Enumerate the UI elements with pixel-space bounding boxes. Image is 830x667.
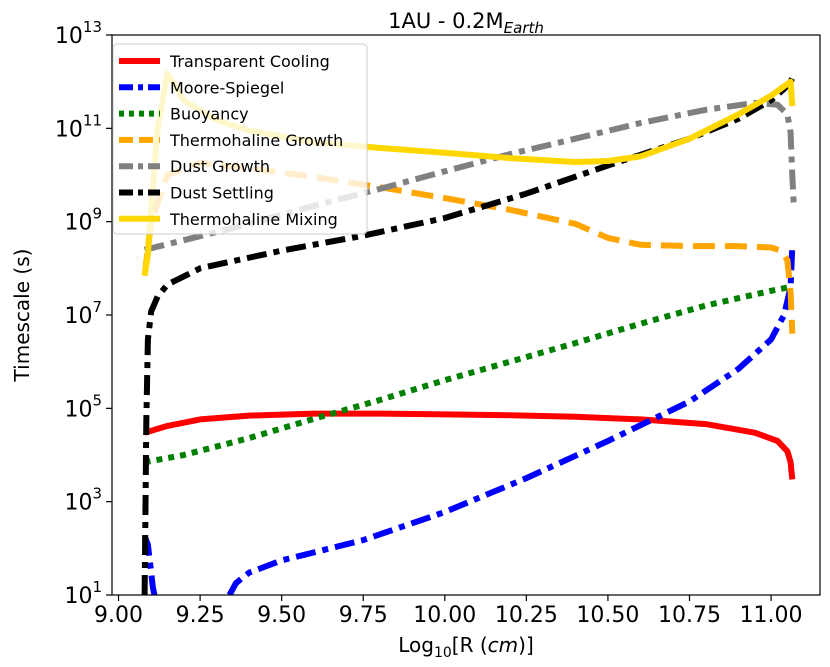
x-tick-label: 9.75	[339, 603, 388, 628]
series-line-transparent-cooling	[143, 410, 796, 480]
x-axis: 9.00 9.25 9.50 9.75 10.00 10.25 10.50 10.75 11.0…	[94, 595, 803, 628]
x-tick-label: 10.75	[658, 603, 721, 628]
legend-label-moore-spiegel: Moore-Spiegel	[170, 78, 284, 97]
legend-box	[112, 43, 368, 235]
y-tick-label: 101	[64, 578, 102, 609]
legend-label-thermohaline-growth: Thermohaline Growth	[169, 131, 343, 150]
y-tick-label: 105	[64, 391, 102, 422]
x-tick-label: 10.50	[576, 603, 639, 628]
x-tick-label: 10.00	[413, 603, 476, 628]
y-tick-label: 109	[64, 205, 102, 236]
x-axis-label: Log10[R (cm)]	[398, 633, 534, 661]
y-tick-label: 1013	[55, 18, 102, 49]
legend-label-dust-growth: Dust Growth	[170, 157, 270, 176]
chart-title: 1AU - 0.2MEarth	[388, 9, 544, 37]
y-tick-label: 1011	[55, 111, 102, 142]
y-axis-label: Timescale (s)	[10, 249, 34, 383]
x-tick-label: 9.00	[94, 603, 143, 628]
x-tick-label: 9.50	[257, 603, 306, 628]
legend-label-buoyancy: Buoyancy	[170, 105, 249, 124]
x-tick-label: 10.25	[495, 603, 558, 628]
legend: Transparent Cooling Moore-Spiegel Buoyancy…	[112, 43, 368, 235]
x-tick-label: 11.00	[740, 603, 803, 628]
legend-label-dust-settling: Dust Settling	[170, 184, 274, 203]
y-axis: 101 103 105 107 109 1011 1013	[55, 18, 112, 609]
legend-label-thermohaline-mixing: Thermohaline Mixing	[169, 210, 338, 229]
series-line-dust-settling	[141, 76, 796, 595]
x-tick-label: 9.25	[176, 603, 225, 628]
y-tick-label: 107	[64, 298, 102, 329]
y-tick-label: 103	[64, 485, 102, 516]
legend-label-transparent-cooling: Transparent Cooling	[169, 52, 330, 71]
series-line-moore-spiegel	[226, 245, 796, 595]
series-line-buoyancy	[144, 283, 792, 466]
